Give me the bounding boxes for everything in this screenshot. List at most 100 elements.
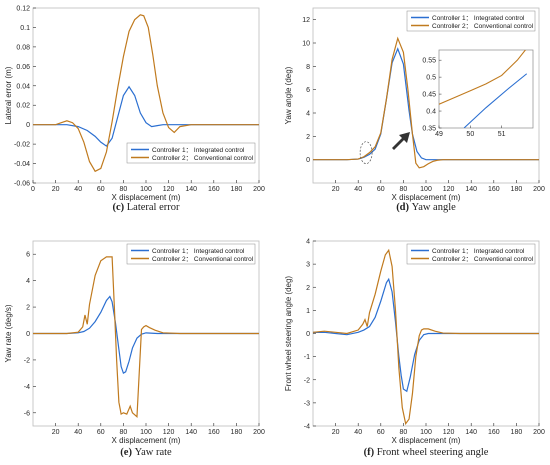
y-axis-label: Yaw rate (deg/s)	[4, 304, 13, 362]
panel-d-yaw-angle: 20 40 60 80 100 120 140 160 180 200 0 2 4 6 8 10 12 X dis…	[284, 7, 545, 213]
x-tick-label: 180	[231, 429, 243, 436]
legend: Controller 1： Integrated controlControll…	[126, 142, 256, 164]
x-tick-label: 80	[400, 186, 408, 193]
caption-text: Lateral error	[127, 202, 180, 213]
y-tick-label: -2	[304, 377, 310, 384]
legend-label-controller-2: Controller 2： Conventional control	[432, 23, 534, 30]
caption-letter: (e)	[120, 447, 134, 458]
inset-y-tick-label: 0.35	[422, 126, 436, 133]
x-tick-label: 140	[185, 186, 197, 193]
y-axis-label: Front wheel steering angle (deg)	[284, 276, 293, 392]
x-tick-label: 200	[533, 429, 545, 436]
x-tick-label: 100	[420, 186, 432, 193]
x-axis-label: X displacement (m)	[112, 193, 181, 202]
legend-label-controller-2: Controller 2： Conventional control	[152, 155, 254, 162]
x-tick-label: 60	[97, 429, 105, 436]
inset-y-tick-label: 0.5	[426, 75, 436, 82]
y-tick-label: 0.12	[16, 6, 30, 13]
caption-letter: (f)	[364, 447, 377, 458]
panel-e-yaw-rate: 20 40 60 80 100 120 140 160 180 200 -6 -4 -2 0 2 4 6 X di…	[4, 240, 265, 458]
y-tick-label: 0.1	[20, 25, 30, 32]
x-axis-label: X displacement (m)	[392, 193, 461, 202]
x-tick-label: 200	[533, 186, 545, 193]
legend-box	[406, 243, 536, 265]
y-tick-label: -6	[24, 410, 30, 417]
y-tick-label: 2	[26, 305, 30, 312]
y-tick-label: -3	[304, 400, 310, 407]
caption-letter: (d)	[396, 202, 411, 213]
legend-label-controller-2: Controller 2： Conventional control	[152, 256, 254, 263]
y-tick-label: 4	[306, 111, 310, 118]
series-line-controller-1	[33, 85, 259, 147]
y-axis-label: Yaw angle (deg)	[284, 66, 293, 124]
y-tick-label: 12	[302, 17, 310, 24]
y-tick-label: -0.02	[14, 142, 30, 149]
x-tick-label: 100	[140, 186, 152, 193]
inset-y-tick-label: 0.55	[422, 58, 436, 65]
y-tick-label: -0.04	[14, 161, 30, 168]
series-line-controller-2	[313, 248, 539, 426]
x-tick-label: 140	[465, 429, 477, 436]
x-tick-label: 120	[163, 186, 175, 193]
y-tick-label: 1	[306, 308, 310, 315]
legend-box	[126, 142, 256, 164]
x-tick-label: 20	[332, 186, 340, 193]
x-tick-label: 200	[253, 186, 265, 193]
y-tick-label: -0.06	[14, 181, 30, 188]
x-axis-label: X displacement (m)	[392, 436, 461, 445]
x-tick-label: 140	[465, 186, 477, 193]
y-tick-label: 0.08	[16, 44, 30, 51]
y-tick-label: 3	[306, 262, 310, 269]
x-tick-label: 20	[332, 429, 340, 436]
y-tick-label: 2	[306, 134, 310, 141]
legend-label-controller-1: Controller 1： Integrated control	[152, 248, 245, 255]
x-axis-label: X displacement (m)	[112, 436, 181, 445]
x-tick-label: 180	[231, 186, 243, 193]
y-tick-label: 0	[26, 331, 30, 338]
x-tick-label: 100	[420, 429, 432, 436]
y-tick-label: 8	[306, 64, 310, 71]
panel-c-lateral-error: 0 20 40 60 80 100 120 140 160 180 200 -0.06 -0.04 -0.…	[4, 6, 265, 214]
inset-y-tick-label: 0.4	[426, 109, 436, 116]
x-tick-label: 80	[400, 429, 408, 436]
y-tick-label: 0	[306, 331, 310, 338]
inset-x-tick-label: 49	[435, 131, 443, 138]
caption-text: Front wheel steering angle	[377, 447, 489, 458]
y-tick-label: -2	[24, 357, 30, 364]
legend-box	[126, 243, 256, 265]
inset-series-line-controller-2	[439, 50, 527, 105]
zoom-arrow-icon	[392, 132, 410, 150]
x-tick-label: 100	[140, 429, 152, 436]
legend: Controller 1： Integrated controlControll…	[406, 243, 536, 265]
x-tick-label: 20	[52, 186, 60, 193]
x-tick-label: 200	[253, 429, 265, 436]
panel-caption: (e) Yaw rate	[120, 447, 172, 458]
x-tick-label: 120	[163, 429, 175, 436]
x-tick-label: 180	[511, 429, 523, 436]
y-tick-label: 2	[306, 285, 310, 292]
x-tick-label: 40	[354, 429, 362, 436]
legend-label-controller-1: Controller 1： Integrated control	[432, 15, 525, 22]
series-line-controller-1	[313, 277, 539, 393]
x-tick-label: 80	[120, 429, 128, 436]
x-tick-label: 60	[97, 186, 105, 193]
series-line-controller-2	[313, 36, 539, 169]
y-tick-label: 0.06	[16, 64, 30, 71]
panel-caption: (f) Front wheel steering angle	[364, 447, 489, 458]
x-tick-label: 120	[443, 186, 455, 193]
series-line-controller-1	[313, 47, 539, 161]
y-tick-label: 0.02	[16, 103, 30, 110]
zoom-region-marker	[359, 141, 373, 165]
panel-caption: (c) Lateral error	[112, 202, 180, 213]
y-tick-label: -1	[304, 354, 310, 361]
x-tick-label: 60	[377, 186, 385, 193]
inset-y-tick-label: 0.45	[422, 92, 436, 99]
x-tick-label: 120	[443, 429, 455, 436]
x-tick-label: 160	[488, 186, 500, 193]
x-tick-label: 140	[185, 429, 197, 436]
legend: Controller 1： Integrated controlControll…	[406, 10, 536, 32]
panel-caption: (d) Yaw angle	[396, 202, 456, 213]
y-tick-label: 6	[26, 252, 30, 259]
y-tick-label: -4	[304, 424, 310, 431]
